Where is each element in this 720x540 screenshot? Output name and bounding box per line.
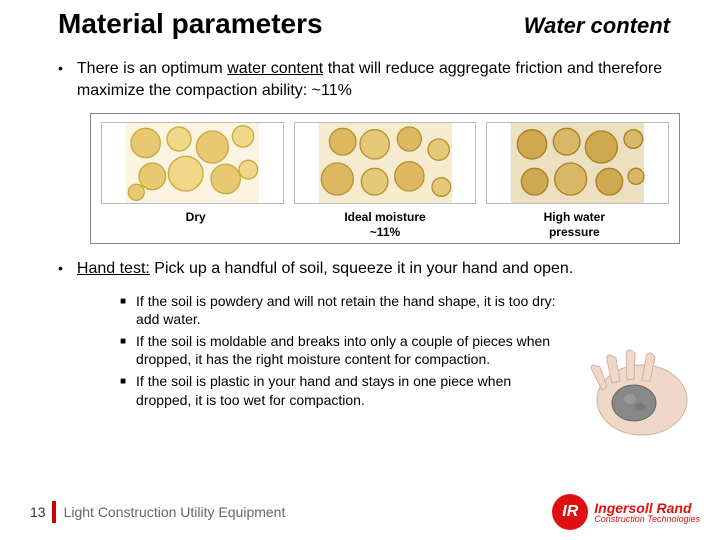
aggregate-ideal-image xyxy=(294,122,477,204)
square-bullet-icon: ■ xyxy=(120,336,126,347)
logo-tagline: Construction Technologies xyxy=(594,515,700,524)
caption-ideal: Ideal moisture ~11% xyxy=(290,210,479,239)
aggregate-wet-image xyxy=(486,122,669,204)
sub-bullet-3: ■ If the soil is plastic in your hand an… xyxy=(120,372,570,408)
bullet-2-text: Hand test: Pick up a handful of soil, sq… xyxy=(77,258,573,280)
caption-dry: Dry xyxy=(101,210,290,239)
footer-text: Light Construction Utility Equipment xyxy=(64,504,286,520)
caption-wet: High water pressure xyxy=(480,210,669,239)
aggregate-dry-image xyxy=(101,122,284,204)
bullet-dot: • xyxy=(58,260,63,276)
footer-divider xyxy=(52,501,56,523)
sub-bullet-1: ■ If the soil is powdery and will not re… xyxy=(120,292,570,328)
aggregate-figure: Dry Ideal moisture ~11% High water press… xyxy=(90,113,680,244)
page-number: 13 xyxy=(30,504,46,520)
square-bullet-icon: ■ xyxy=(120,376,126,387)
square-bullet-icon: ■ xyxy=(120,296,126,307)
bullet-1-text: There is an optimum water content that w… xyxy=(77,58,680,101)
page-subtitle: Water content xyxy=(524,13,680,39)
brand-logo: IR Ingersoll Rand Construction Technolog… xyxy=(552,494,700,530)
sub-bullet-2: ■ If the soil is moldable and breaks int… xyxy=(120,332,570,368)
logo-name: Ingersoll Rand xyxy=(594,501,700,515)
bullet-1: • There is an optimum water content that… xyxy=(58,58,680,101)
bullet-2: • Hand test: Pick up a handful of soil, … xyxy=(58,258,680,280)
hand-squeeze-image xyxy=(572,345,692,445)
logo-mark-icon: IR xyxy=(552,494,588,530)
slide-footer: 13 Light Construction Utility Equipment … xyxy=(30,494,700,530)
bullet-dot: • xyxy=(58,60,63,76)
page-title: Material parameters xyxy=(58,8,323,40)
